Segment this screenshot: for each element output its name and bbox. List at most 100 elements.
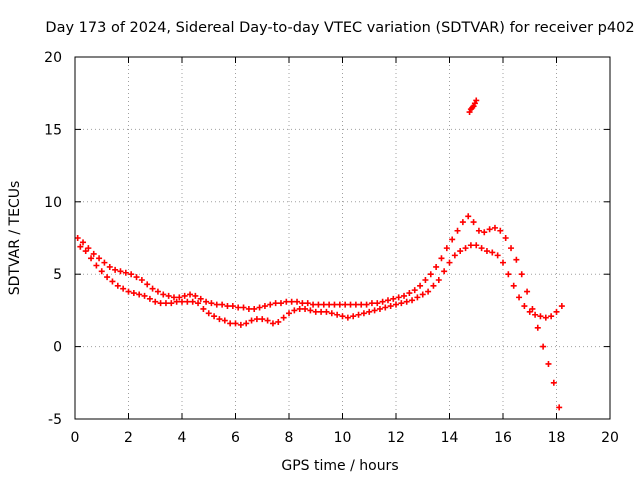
data-point: [219, 301, 226, 308]
x-tick-label: 0: [71, 430, 80, 446]
data-point: [449, 236, 456, 243]
data-point: [203, 298, 210, 305]
data-point: [227, 320, 234, 327]
data-point: [296, 305, 303, 312]
data-point: [184, 298, 191, 305]
data-point: [414, 294, 421, 301]
x-tick-label: 6: [231, 430, 240, 446]
data-point: [473, 97, 480, 104]
data-point: [382, 304, 389, 311]
data-point: [516, 294, 523, 301]
data-point: [491, 224, 498, 231]
data-point: [518, 271, 525, 278]
data-point: [475, 227, 482, 234]
data-point: [350, 313, 357, 320]
data-point: [331, 301, 338, 308]
data-point: [310, 301, 317, 308]
data-point: [315, 301, 322, 308]
data-point: [165, 292, 172, 299]
data-point: [237, 321, 244, 328]
data-point: [112, 266, 119, 273]
data-point: [374, 300, 381, 307]
data-point: [443, 245, 450, 252]
x-axis-label: GPS time / hours: [281, 458, 398, 474]
data-point: [532, 311, 539, 318]
data-point: [417, 282, 424, 289]
data-point: [540, 343, 547, 350]
data-point: [360, 310, 367, 317]
data-point: [221, 317, 228, 324]
data-point: [93, 262, 100, 269]
data-point: [243, 320, 250, 327]
data-point: [395, 294, 402, 301]
data-point: [264, 317, 271, 324]
data-point: [478, 245, 485, 252]
y-tick-label: 10: [44, 195, 62, 211]
data-point: [144, 281, 151, 288]
data-point: [149, 285, 156, 292]
data-point: [553, 308, 560, 315]
data-point: [128, 271, 135, 278]
data-point: [411, 287, 418, 294]
data-point: [497, 227, 504, 234]
data-point: [510, 282, 517, 289]
data-point: [320, 301, 327, 308]
data-point: [521, 303, 528, 310]
data-point: [173, 298, 180, 305]
data-point: [545, 360, 552, 367]
x-tick-label: 8: [285, 430, 294, 446]
data-point: [403, 298, 410, 305]
data-point: [363, 301, 370, 308]
data-point: [409, 297, 416, 304]
data-point: [267, 301, 274, 308]
data-point: [152, 298, 159, 305]
data-point: [304, 300, 311, 307]
data-point: [187, 291, 194, 298]
data-point: [457, 248, 464, 255]
data-point: [253, 316, 260, 323]
data-point: [550, 379, 557, 386]
data-point: [288, 298, 295, 305]
x-tick-label: 2: [124, 430, 133, 446]
data-point: [508, 245, 515, 252]
data-point: [542, 314, 549, 321]
data-point: [393, 301, 399, 308]
data-point: [446, 259, 453, 266]
data-point: [500, 259, 506, 266]
data-point: [240, 304, 247, 311]
data-point: [548, 313, 555, 320]
data-point: [248, 317, 255, 324]
y-tick-label: -5: [48, 412, 62, 428]
data-point: [459, 219, 466, 226]
data-point: [401, 292, 408, 299]
data-point: [195, 300, 202, 307]
data-point: [275, 318, 282, 325]
data-point: [277, 300, 284, 307]
data-point: [138, 276, 145, 283]
data-point: [77, 243, 84, 250]
y-tick-label: 20: [44, 50, 62, 66]
data-point: [245, 305, 252, 312]
data-point: [294, 298, 301, 305]
data-point: [179, 298, 185, 305]
data-point: [406, 290, 413, 297]
data-point: [154, 288, 161, 295]
data-point: [269, 320, 276, 327]
data-point: [283, 298, 290, 305]
data-point: [229, 303, 236, 310]
data-point: [481, 229, 488, 236]
data-point: [558, 303, 565, 310]
data-point: [232, 320, 239, 327]
y-axis-label: SDTVAR / TECUs: [7, 181, 23, 296]
data-point: [205, 310, 212, 317]
x-tick-label: 14: [441, 430, 459, 446]
data-point: [130, 290, 137, 297]
data-point: [483, 248, 490, 255]
data-point: [384, 297, 391, 304]
data-point: [302, 305, 309, 312]
data-point: [422, 276, 429, 283]
data-point: [344, 314, 351, 321]
data-point: [192, 292, 199, 299]
data-point: [347, 301, 354, 308]
data-point: [197, 295, 204, 302]
